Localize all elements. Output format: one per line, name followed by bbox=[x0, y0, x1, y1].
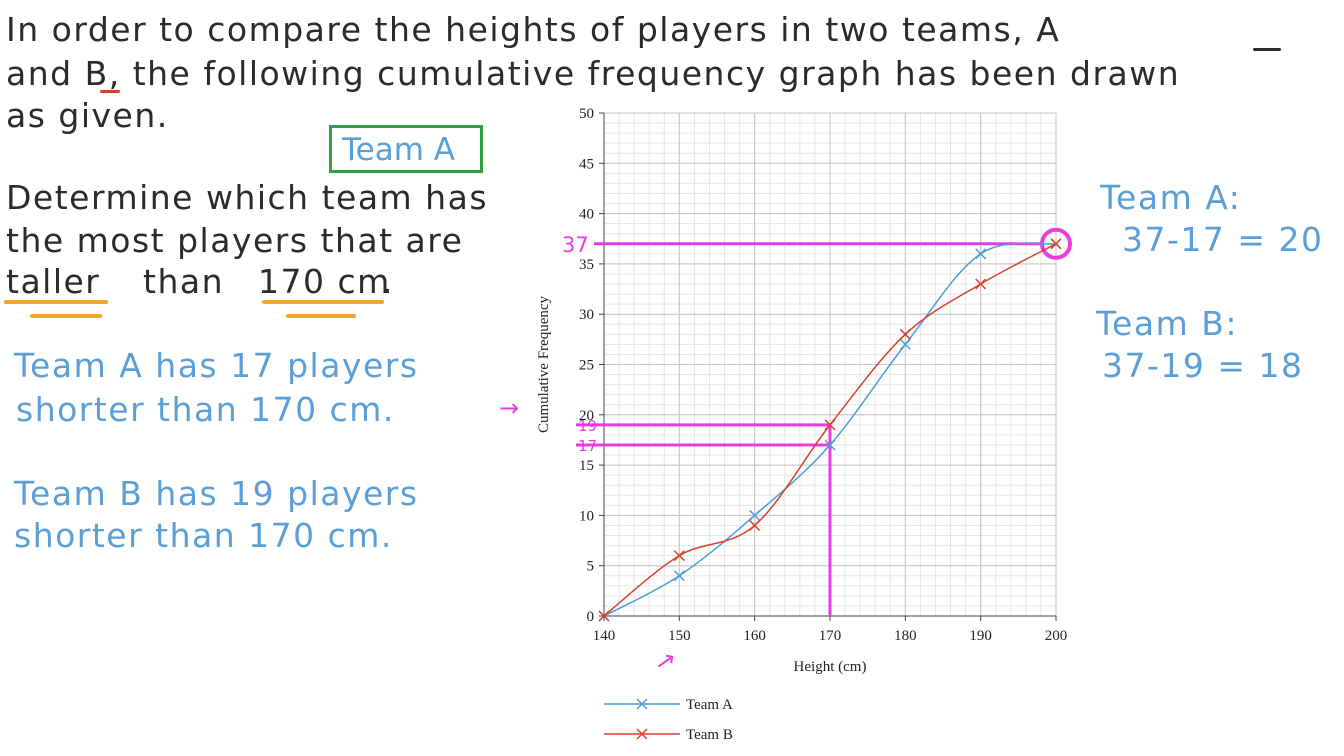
y-tick-label: 30 bbox=[579, 307, 594, 323]
team-a-box: Team A bbox=[329, 125, 483, 173]
y-axis-label: Cumulative Frequency bbox=[536, 295, 552, 433]
mark-37: 37 bbox=[562, 233, 589, 257]
x-tick-label: 170 bbox=[819, 628, 842, 644]
y-tick-label: 45 bbox=[579, 156, 594, 172]
legend-marker-team-b bbox=[636, 728, 648, 740]
x-tick-label: 190 bbox=[969, 628, 992, 644]
point-team-a bbox=[749, 509, 761, 521]
task-word-than: than bbox=[143, 262, 224, 301]
point-team-b bbox=[673, 550, 685, 562]
point-team-b bbox=[899, 328, 911, 340]
team-b-result-calc: 37-19 = 18 bbox=[1102, 346, 1304, 385]
underline-b bbox=[100, 90, 120, 93]
y-tick-label: 0 bbox=[587, 609, 595, 625]
y-tick-label: 15 bbox=[579, 458, 594, 474]
mark-17: 17 bbox=[578, 437, 597, 455]
underline-170cm bbox=[262, 300, 384, 304]
arrow-left-pointer: → bbox=[499, 394, 519, 422]
y-tick-label: 5 bbox=[587, 559, 595, 575]
arrow-bottom-pointer: → bbox=[649, 644, 682, 678]
legend-label-team-b: Team B bbox=[686, 727, 733, 743]
team-a-box-label: Team A bbox=[342, 132, 455, 168]
point-team-b bbox=[749, 519, 761, 531]
y-tick-label: 25 bbox=[579, 358, 594, 374]
task-line-1: Determine which team has bbox=[6, 178, 489, 217]
legend-marker-team-a bbox=[636, 698, 648, 710]
y-tick-label: 40 bbox=[579, 207, 594, 223]
team-b-shorter-line-1: Team B has 19 players bbox=[14, 474, 419, 513]
underline-taller bbox=[4, 300, 108, 304]
task-period: . bbox=[382, 262, 394, 301]
question-line-3: as given. bbox=[6, 96, 169, 135]
y-tick-label: 20 bbox=[579, 408, 594, 424]
point-team-a bbox=[673, 570, 685, 582]
question-line-2: and B, the following cumulative frequenc… bbox=[6, 54, 1181, 93]
point-team-b bbox=[598, 610, 610, 622]
team-a-result-calc: 37-17 = 20 bbox=[1122, 220, 1324, 259]
underline-taller-2 bbox=[30, 314, 102, 318]
underline-a bbox=[1253, 48, 1281, 51]
x-tick-label: 140 bbox=[593, 628, 616, 644]
x-tick-label: 200 bbox=[1045, 628, 1068, 644]
team-b-result-label: Team B: bbox=[1096, 304, 1238, 343]
team-a-result-label: Team A: bbox=[1100, 178, 1242, 217]
y-tick-label: 10 bbox=[579, 508, 594, 524]
y-tick-label: 50 bbox=[579, 106, 594, 122]
task-word-170cm: 170 cm bbox=[258, 262, 391, 301]
team-b-shorter-line-2: shorter than 170 cm. bbox=[14, 516, 393, 555]
point-team-b bbox=[824, 419, 836, 431]
y-tick-label: 35 bbox=[579, 257, 594, 273]
team-a-shorter-line-1: Team A has 17 players bbox=[14, 346, 419, 385]
point-team-a bbox=[975, 248, 987, 260]
point-team-b bbox=[975, 278, 987, 290]
legend-label-team-a: Team A bbox=[686, 697, 733, 713]
mark-19: 19 bbox=[578, 417, 597, 435]
task-line-2: the most players that are bbox=[6, 221, 464, 260]
task-word-taller: taller bbox=[6, 262, 101, 301]
point-team-a bbox=[899, 338, 911, 350]
team-a-shorter-line-2: shorter than 170 cm. bbox=[16, 390, 395, 429]
point-team-a bbox=[824, 439, 836, 451]
x-tick-label: 160 bbox=[743, 628, 766, 644]
x-tick-label: 180 bbox=[894, 628, 917, 644]
x-tick-label: 150 bbox=[668, 628, 691, 644]
underline-170cm-2 bbox=[286, 314, 356, 318]
x-axis-label: Height (cm) bbox=[794, 659, 867, 675]
point-team-b bbox=[1050, 238, 1062, 250]
question-line-1: In order to compare the heights of playe… bbox=[6, 10, 1061, 49]
